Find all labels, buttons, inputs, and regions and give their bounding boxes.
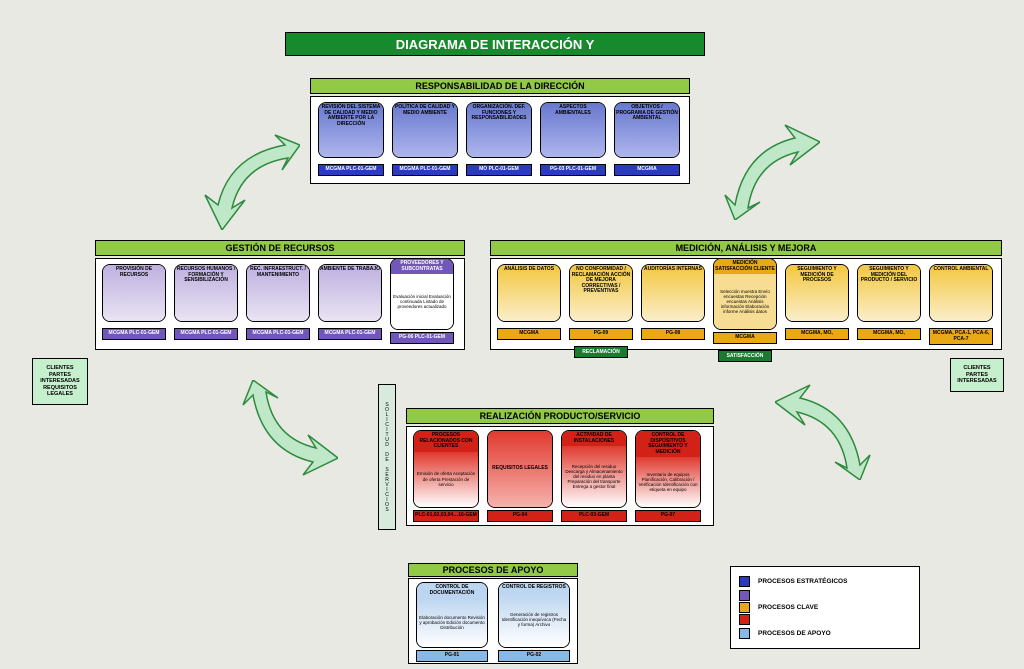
code-recursos-3: MCGMA PLC-01-GEM bbox=[318, 328, 382, 340]
code-realizacion-2: PLC-03-GEM bbox=[561, 510, 627, 522]
card-direccion-2: ORGANIZACIÓN. DEF. FUNCIONES Y RESPONSAB… bbox=[466, 102, 532, 158]
card-medicion-6: CONTROL AMBIENTAL bbox=[929, 264, 993, 322]
section-direccion-title: RESPONSABILIDAD DE LA DIRECCIÓN bbox=[310, 78, 690, 94]
legend: PROCESOS ESTRATÉGICOS PROCESOS CLAVE PRO… bbox=[730, 566, 920, 649]
card-apoyo-0: CONTROL DE DOCUMENTACIÓN Elaboración doc… bbox=[416, 582, 488, 648]
legend-swatch-lightblue bbox=[739, 628, 750, 639]
legend-swatch-yellow bbox=[739, 602, 750, 613]
clients-left: CLIENTES PARTES INTERESADAS REQUISITOS L… bbox=[32, 358, 88, 405]
arrow-bottom-right bbox=[775, 380, 875, 480]
code-recursos-0: MCGMA PLC-01-GEM bbox=[102, 328, 166, 340]
section-recursos-title: GESTIÓN DE RECURSOS bbox=[95, 240, 465, 256]
code-realizacion-0: PLC-01,02,03,04…16-GEM bbox=[413, 510, 479, 522]
code-apoyo-1: PG-02 bbox=[498, 650, 570, 662]
card-recursos-1: RECURSOS HUMANOS / FORMACIÓN Y SENSIBILI… bbox=[174, 264, 238, 322]
card-recursos-4: PROVEEDORES Y SUBCONTRATAS Evaluación in… bbox=[390, 258, 454, 330]
card-direccion-0: REVISIÓN DEL SISTEMA DE CALIDAD Y MEDIO … bbox=[318, 102, 384, 158]
card-medicion-3: MEDICIÓN SATISFACCIÓN CLIENTE Selección … bbox=[713, 258, 777, 330]
code-medicion-5: MCGMA, MO, bbox=[857, 328, 921, 340]
tag-satisfaccion: SATISFACCIÓN bbox=[718, 350, 772, 362]
section-apoyo-title: PROCESOS DE APOYO bbox=[408, 563, 578, 577]
card-recursos-3: AMBIENTE DE TRABAJO bbox=[318, 264, 382, 322]
legend-row-apoyo: PROCESOS DE APOYO bbox=[739, 628, 911, 639]
card-apoyo-1: CONTROL DE REGISTROS Generación de regis… bbox=[498, 582, 570, 648]
code-direccion-0: MCGMA PLC-01-GEM bbox=[318, 164, 384, 176]
code-medicion-4: MCGMA, MO, bbox=[785, 328, 849, 340]
code-recursos-1: MCGMA PLC-01-GEM bbox=[174, 328, 238, 340]
legend-swatch-blue bbox=[739, 576, 750, 587]
card-realizacion-1: REQUISITOS LEGALES bbox=[487, 430, 553, 508]
card-medicion-2: AUDITORÍAS INTERNAS bbox=[641, 264, 705, 322]
code-medicion-2: PG-08 bbox=[641, 328, 705, 340]
code-medicion-3: MCGMA bbox=[713, 332, 777, 344]
card-medicion-0: ANÁLISIS DE DATOS bbox=[497, 264, 561, 322]
arrow-bottom-left bbox=[238, 380, 338, 480]
arrow-top-left bbox=[200, 130, 300, 230]
card-direccion-3: ASPECTOS AMBIENTALES bbox=[540, 102, 606, 158]
card-direccion-1: POLÍTICA DE CALIDAD Y MEDIO AMBIENTE bbox=[392, 102, 458, 158]
code-recursos-4: PG-06 PLC-01-GEM bbox=[390, 332, 454, 344]
main-title: DIAGRAMA DE INTERACCIÓN Y bbox=[285, 32, 705, 56]
code-direccion-1: MCGMA PLC-01-GEM bbox=[392, 164, 458, 176]
card-realizacion-3: CONTROL DE DISPOSITIVOS SEGUIMIENTO Y ME… bbox=[635, 430, 701, 508]
code-realizacion-1: PG-04 bbox=[487, 510, 553, 522]
card-medicion-1: NO CONFORMIDAD / RECLAMACIÓN ACCIÓN DE M… bbox=[569, 264, 633, 322]
code-direccion-4: MCGMA bbox=[614, 164, 680, 176]
code-medicion-1: PG-09 bbox=[569, 328, 633, 340]
code-direccion-3: PG-03 PLC-01-GEM bbox=[540, 164, 606, 176]
legend-row-clave: PROCESOS CLAVE bbox=[739, 590, 911, 625]
code-medicion-0: MCGMA bbox=[497, 328, 561, 340]
card-direccion-4: OBJETIVOS / PROGRAMA DE GESTIÓN AMBIENTA… bbox=[614, 102, 680, 158]
code-realizacion-3: PG-07 bbox=[635, 510, 701, 522]
section-medicion-title: MEDICIÓN, ANÁLISIS Y MEJORA bbox=[490, 240, 1002, 256]
legend-row-estrategicos: PROCESOS ESTRATÉGICOS bbox=[739, 576, 911, 587]
code-medicion-6: MCGMA, PCA-1, PCA-6, PCA-7 bbox=[929, 328, 993, 345]
code-recursos-2: MCGMA PLC-01-GEM bbox=[246, 328, 310, 340]
tag-reclamacion: RECLAMACIÓN bbox=[574, 346, 628, 358]
card-realizacion-2: ACTIVIDAD DE INSTALACIONES Recepción del… bbox=[561, 430, 627, 508]
solicitud-servicios: SOLICITUD DE SERVICIOS bbox=[378, 384, 396, 530]
code-direccion-2: MO PLC-01-GEM bbox=[466, 164, 532, 176]
card-realizacion-0: PROCESOS RELACIONADOS CON CLIENTES Emisi… bbox=[413, 430, 479, 508]
code-apoyo-0: PG-01 bbox=[416, 650, 488, 662]
section-realizacion-title: REALIZACIÓN PRODUCTO/SERVICIO bbox=[406, 408, 714, 424]
legend-swatch-purple bbox=[739, 590, 750, 601]
card-recursos-0: PROVISIÓN DE RECURSOS bbox=[102, 264, 166, 322]
arrow-top-right bbox=[720, 120, 820, 220]
card-medicion-5: SEGUIMIENTO Y MEDICIÓN DEL PRODUCTO / SE… bbox=[857, 264, 921, 322]
clients-right: CLIENTES PARTES INTERESADAS bbox=[950, 358, 1004, 392]
card-recursos-2: REC. INFRAESTRUCT. / MANTENIMIENTO bbox=[246, 264, 310, 322]
legend-swatch-red bbox=[739, 614, 750, 625]
card-medicion-4: SEGUIMIENTO Y MEDICIÓN DE PROCESOS bbox=[785, 264, 849, 322]
